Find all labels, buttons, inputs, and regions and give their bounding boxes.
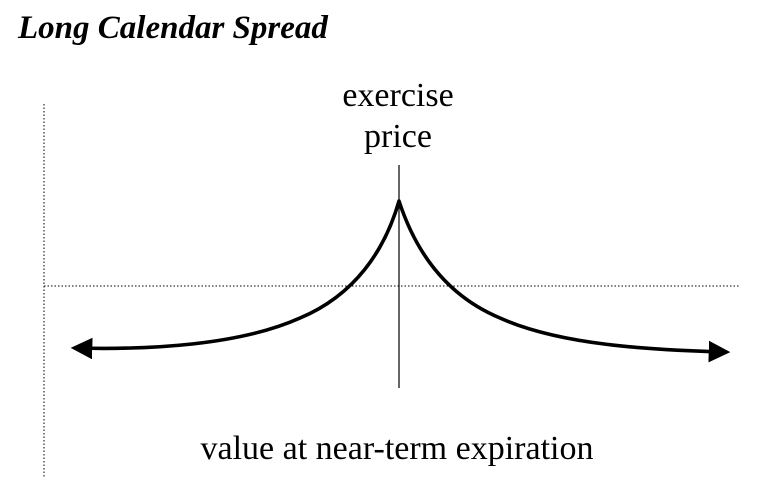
- x-axis-label: value at near-term expiration: [201, 430, 594, 467]
- strike-label-line2: price: [364, 118, 432, 155]
- payoff-curve: [70, 199, 731, 363]
- strike-label-line1: exercise: [342, 77, 453, 114]
- diagram-title: Long Calendar Spread: [17, 10, 328, 46]
